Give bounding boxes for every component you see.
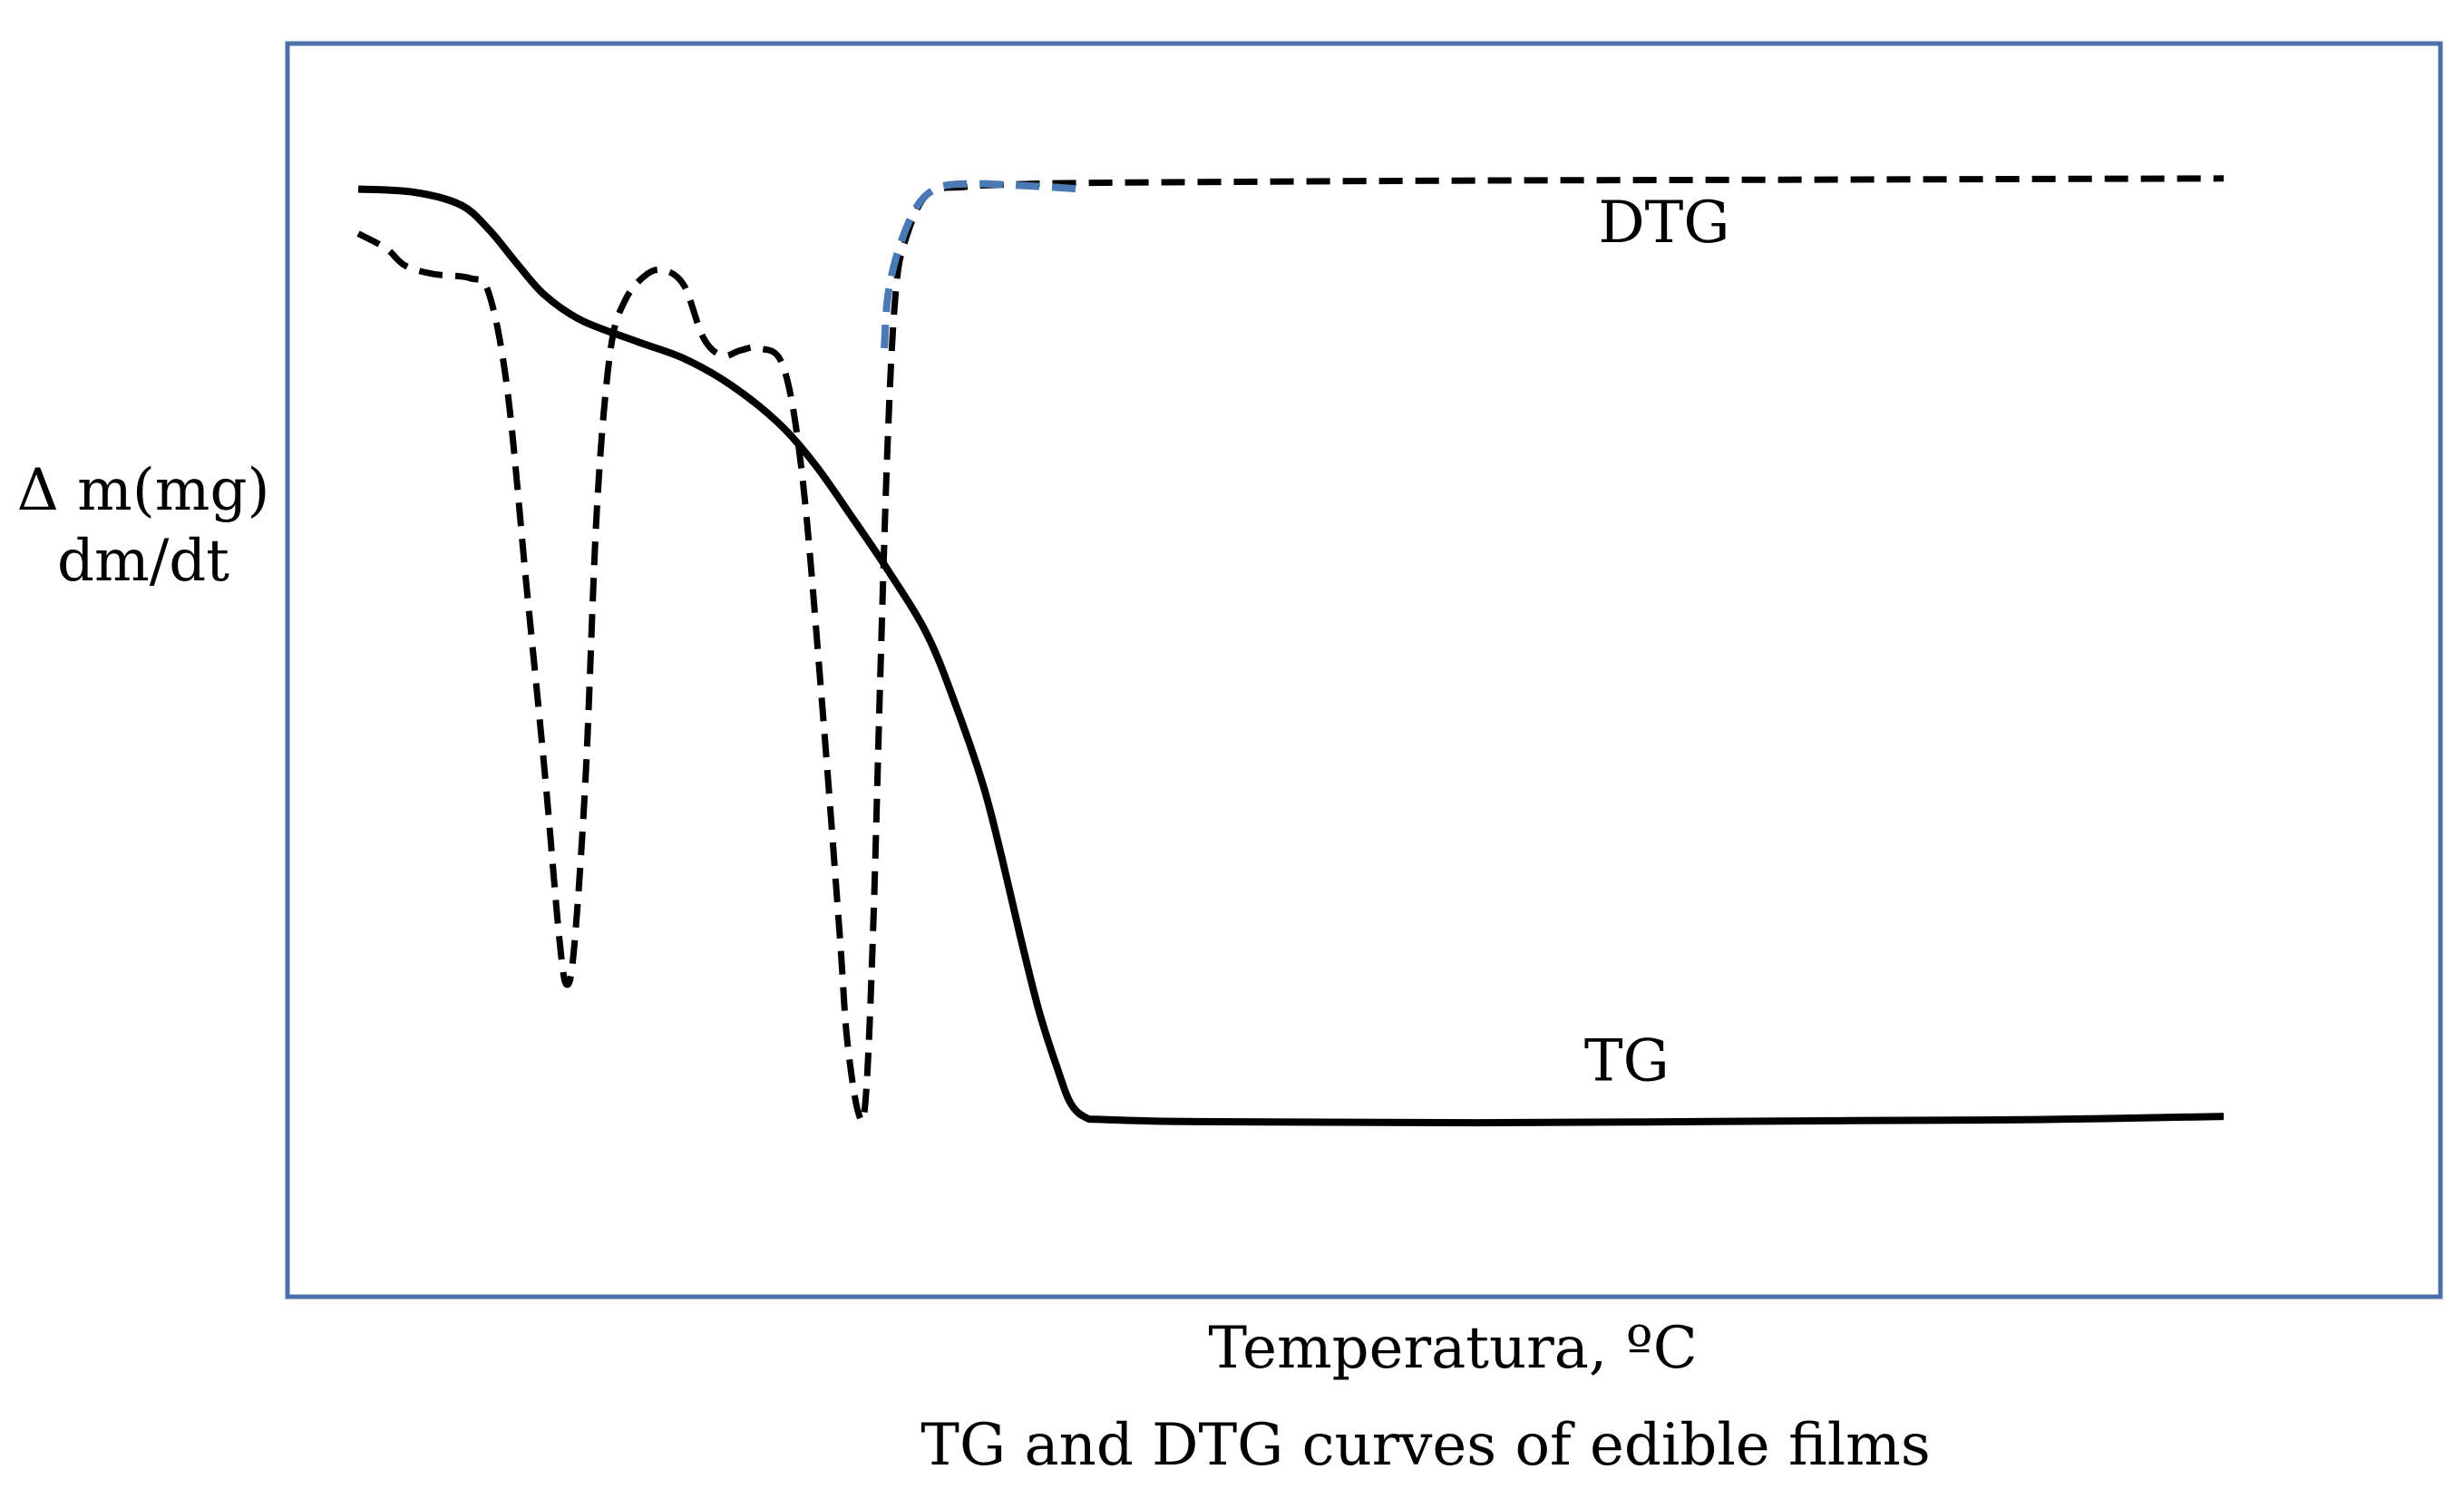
plot-frame	[285, 41, 2443, 1299]
series-dtg-highlight-segment	[881, 180, 1081, 349]
series-dtg-line	[356, 175, 2225, 1124]
y-axis-label-line-1: Δ m(mg)	[17, 457, 270, 524]
annotation-tg-label: TG	[1584, 1027, 1670, 1095]
series-tg-line	[357, 185, 2225, 1127]
y-axis-label-line-2: dm/dt	[57, 528, 229, 595]
x-axis-label: Temperatura, ºC	[1208, 1315, 1697, 1382]
series-layer	[356, 175, 2225, 1127]
annotation-dtg-label: DTG	[1598, 190, 1729, 257]
chart-title: TG and DTG curves of edible films	[920, 1412, 1930, 1479]
